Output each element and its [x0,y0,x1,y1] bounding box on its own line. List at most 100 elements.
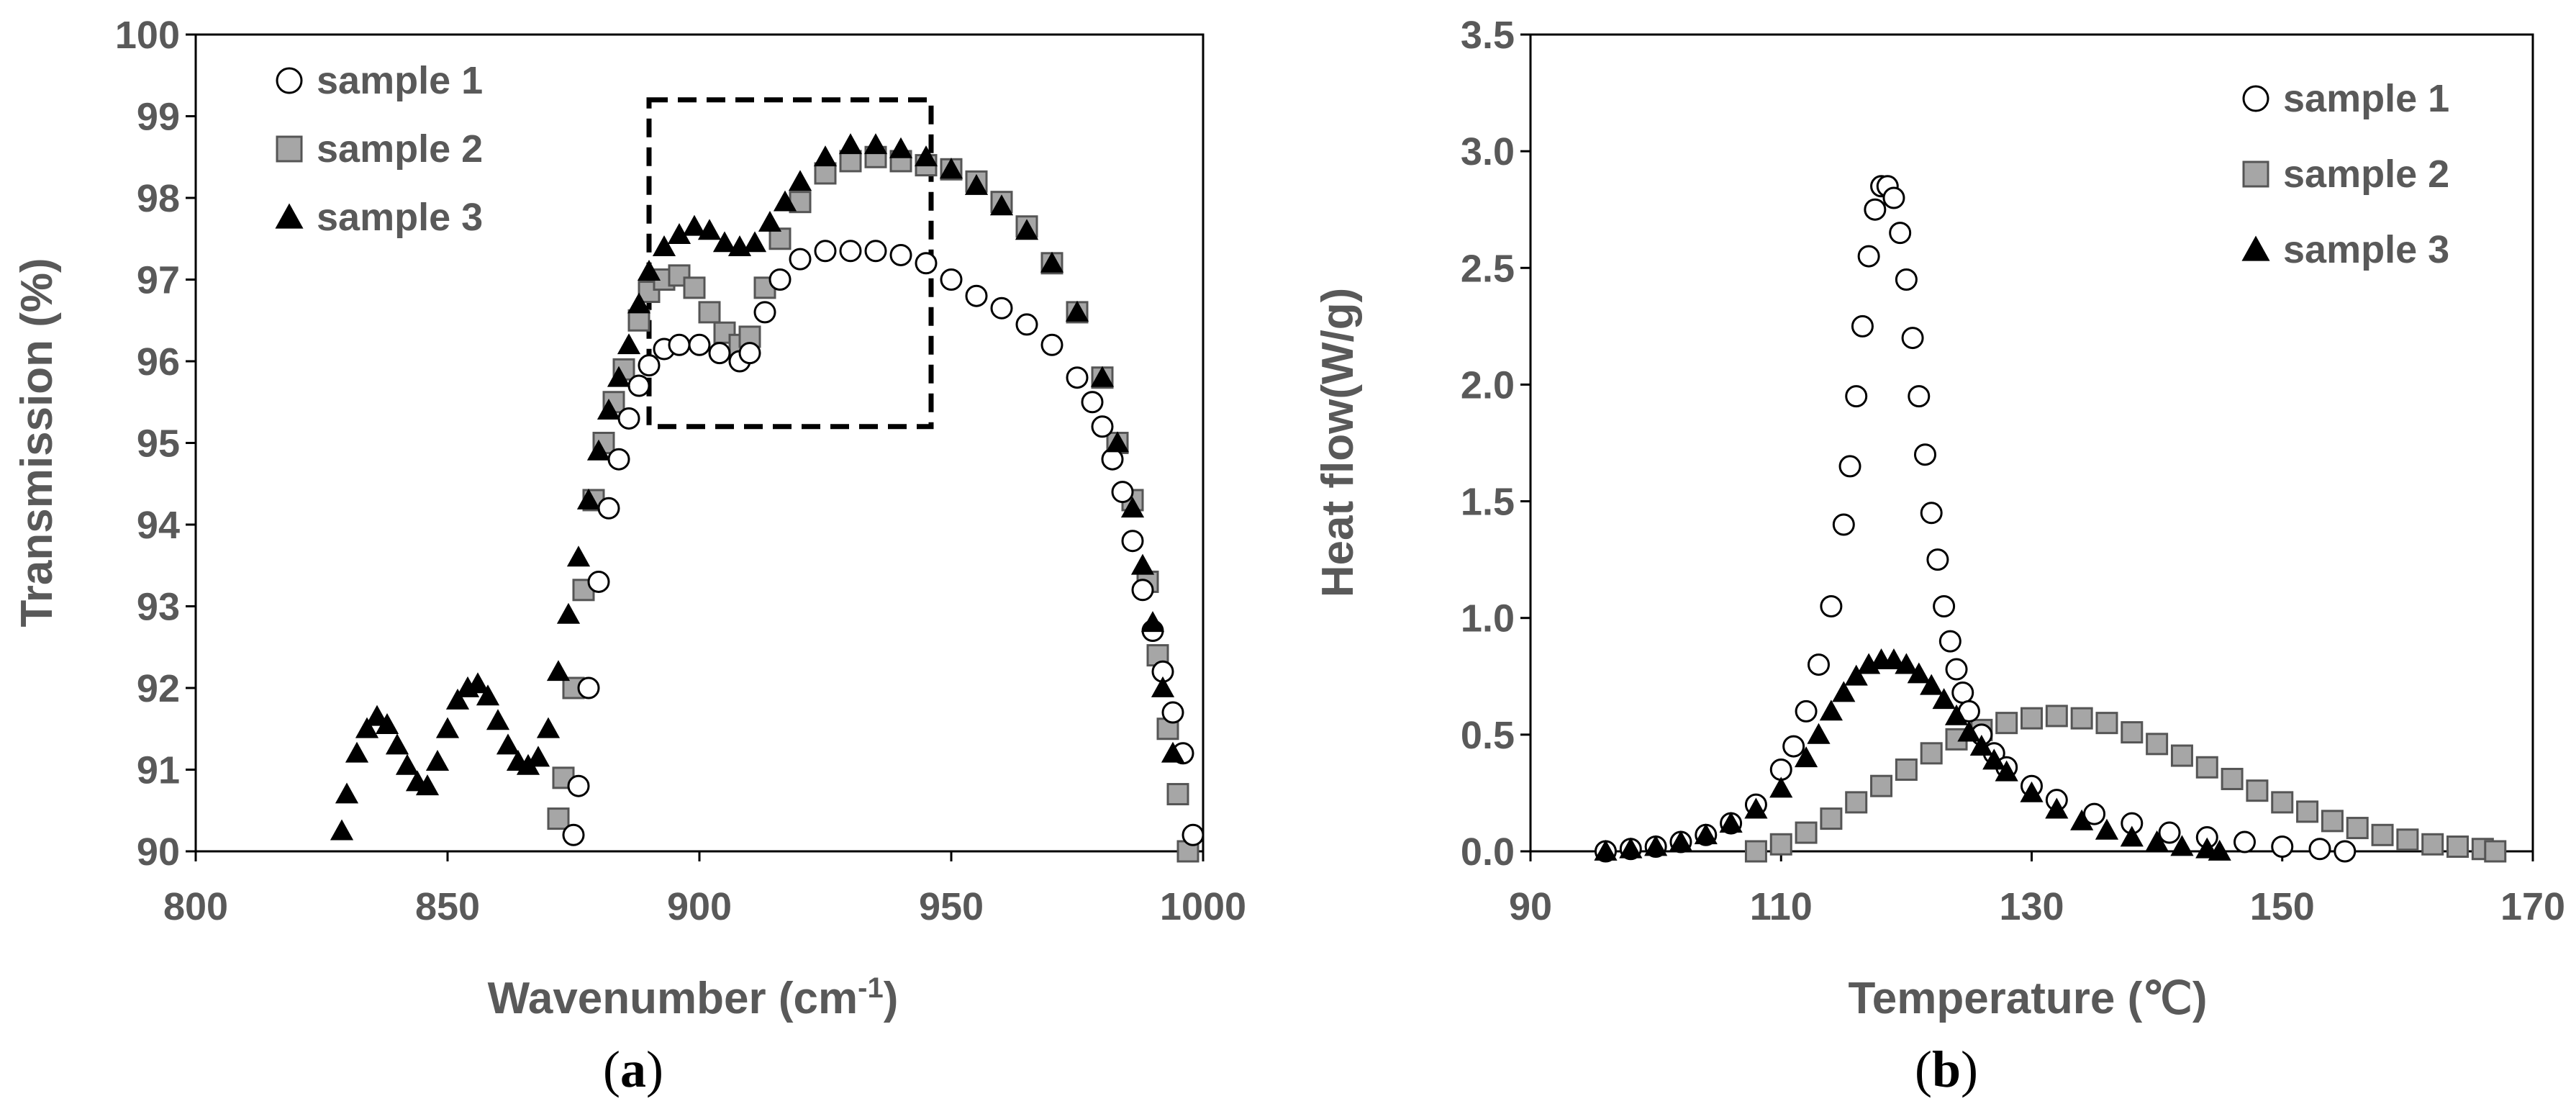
a-point-sample-3 [345,741,369,763]
a-legend-label: sample 2 [317,127,483,171]
b-point-sample-3 [1895,653,1918,674]
a-point-sample-3 [667,222,691,244]
a-point-sample-3 [1105,431,1130,453]
a-point-sample-3 [1090,366,1115,387]
a-point-sample-1 [668,333,691,356]
a-point-sample-3 [556,602,581,624]
a-point-sample-3 [576,488,601,510]
b-point-sample-3 [1794,746,1818,768]
chart-a: 90 91 92 93 94 95 96 97 98 99 100 800 850 900 950 1000… [12,14,1246,1098]
b-point-sample-3 [2120,825,2144,847]
b-xtick-label: 110 [1750,885,1813,928]
a-point-sample-1 [940,268,963,291]
a-point-sample-3 [1015,219,1039,240]
a-point-sample-3 [652,235,676,256]
a-point-sample-1 [562,823,585,846]
b-point-sample-3 [1594,839,1618,861]
b-point-sample-1 [1838,455,1861,478]
b-point-sample-2 [2321,810,2344,833]
a-xtick-label: 800 [163,885,228,928]
b-ytick-label: 0.5 [1461,714,1515,757]
b-point-sample-3 [1644,835,1668,856]
a-legend-marker-sample-1 [276,67,303,94]
b-point-sample-2 [2045,705,2068,728]
a-point-sample-1 [597,497,620,520]
a-point-sample-1 [738,342,761,365]
a-ytick-label: 95 [137,422,180,466]
chart-b-ylabel: Heat flow(W/g) [1313,288,1363,598]
b-point-sample-3 [1969,734,1993,756]
a-point-sample-1 [708,342,731,365]
b-point-sample-3 [1982,748,2006,770]
b-legend-marker-sample-1 [2242,85,2269,112]
a-point-sample-3 [425,750,450,771]
b-point-sample-3 [1832,681,1856,702]
a-point-sample-1 [1081,391,1104,414]
chart-b: 0.00.51.01.52.02.53.03.5 90 110 130 150 170 … [1313,14,2565,1098]
b-point-sample-1 [1845,385,1868,408]
b-point-sample-1 [1920,502,1943,525]
a-point-sample-1 [965,284,988,307]
a-point-sample-3 [1065,300,1089,322]
a-point-sample-3 [365,705,389,726]
a-point-sample-1 [1066,366,1089,389]
b-point-sample-3 [2070,809,2094,830]
b-ytick-label: 3.5 [1461,14,1515,57]
chart-b-x-ticks: 90 110 130 150 170 [1509,851,2565,928]
chart-a-legend: sample 1 sample 2 sample 3 [275,59,483,239]
a-point-sample-1 [567,774,590,797]
b-point-sample-1 [1769,758,1792,781]
b-point-sample-1 [1864,198,1887,221]
a-point-sample-3 [637,260,661,281]
a-ytick-label: 91 [137,749,180,792]
b-point-sample-1 [1851,314,1874,338]
chart-a-ylabel: Transmission (%) [12,258,62,627]
a-point-sample-3 [476,684,500,706]
a-point-sample-3 [914,145,938,167]
b-point-sample-1 [1901,327,1924,350]
a-point-sample-1 [1101,448,1124,471]
b-point-sample-2 [1795,821,1818,844]
chart-a-x-ticks: 800 850 900 950 1000 [163,851,1246,928]
a-point-sample-1 [1161,701,1184,724]
b-point-sample-3 [2145,830,2169,851]
b-point-sample-3 [1669,830,1693,851]
a-point-sample-3 [415,774,440,796]
a-point-sample-3 [607,366,631,387]
a-legend-label: sample 3 [317,196,483,239]
a-point-sample-3 [586,439,611,461]
b-point-sample-1 [1951,681,1974,704]
b-point-sample-3 [1844,664,1868,686]
a-point-sample-3 [496,733,520,755]
a-point-sample-3 [627,292,651,314]
b-ytick-label: 2.0 [1461,363,1515,407]
b-point-sample-1 [1795,699,1818,723]
b-point-sample-1 [1895,268,1918,291]
a-point-sample-2 [1166,783,1189,806]
b-point-sample-3 [1995,760,2018,782]
a-point-sample-1 [1091,415,1114,438]
a-point-sample-3 [546,660,571,681]
b-point-sample-3 [1619,837,1643,859]
a-point-sample-3 [486,709,510,730]
a-point-sample-1 [577,676,600,699]
a-point-sample-2 [683,276,706,299]
b-point-sample-1 [2334,840,2357,863]
a-ytick-label: 94 [137,504,180,547]
b-point-sample-1 [1933,595,1956,617]
a-point-sample-3 [445,688,470,710]
a-point-sample-1 [688,333,711,356]
a-ytick-label: 100 [115,14,180,57]
a-xtick-label: 1000 [1160,885,1246,928]
a-point-sample-1 [889,243,912,266]
b-point-sample-1 [1889,222,1912,245]
a-ytick-label: 90 [137,830,180,874]
chart-b-y-ticks: 0.0 0.5 1.0 1.5 2.0 2.5 3.0 3.5 [1461,14,1530,874]
a-point-sample-1 [1121,530,1144,553]
a-point-sample-1 [753,301,776,324]
b-point-sample-3 [1944,704,1969,725]
a-point-sample-1 [990,296,1013,320]
b-point-sample-3 [1932,688,1956,710]
a-point-sample-3 [335,782,359,804]
a-point-sample-1 [768,268,792,291]
